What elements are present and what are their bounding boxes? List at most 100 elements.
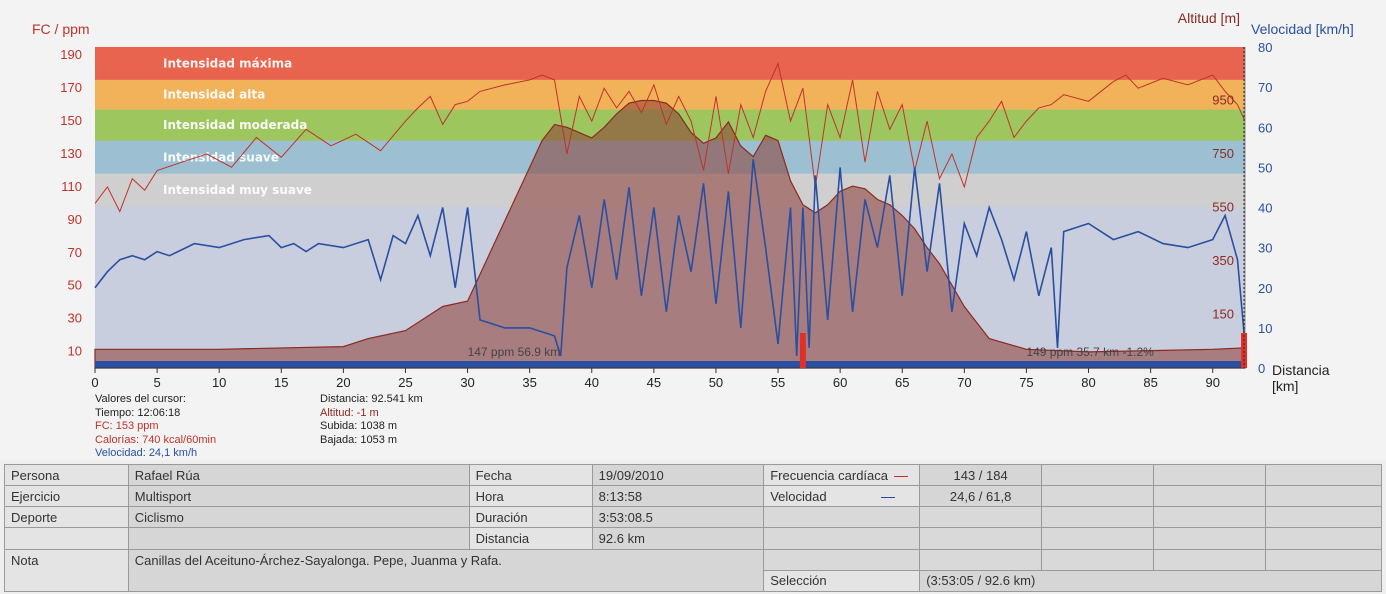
session-info-table: Persona Rafael Rúa Fecha 19/09/2010 Frec… — [4, 463, 1383, 593]
y-left-tick-label: 50 — [68, 278, 82, 293]
altitude-series — [94, 99, 1246, 369]
zone-label: Intensidad suave — [163, 150, 279, 164]
fc-label-text: Frecuencia cardíaca — [770, 467, 888, 483]
x-tick-label: 65 — [895, 375, 909, 390]
empty-cell — [1264, 485, 1383, 508]
empty-cell — [127, 527, 470, 550]
x-axis-unit: [km] — [1272, 378, 1298, 394]
heart-rate-chart[interactable]: Intensidad máxima Intensidad alta Intensid… — [0, 0, 1386, 460]
speed-line — [94, 159, 1246, 357]
ejercicio-value: Multisport — [127, 485, 470, 508]
zone-band — [95, 79, 1245, 110]
empty-cell — [1041, 463, 1154, 487]
y-right-tick-label: 10 — [1258, 321, 1272, 336]
cursor-ascent: Subida: 1038 m — [320, 420, 398, 432]
empty-cell — [1152, 463, 1266, 487]
cursor-altitude: Altitud: -1 m — [320, 406, 379, 419]
duracion-value: 3:53:08.5 — [591, 506, 765, 529]
y-left-tick-label: 30 — [68, 311, 82, 326]
empty-cell — [919, 548, 1043, 571]
cursor-hr: FC: 153 ppm — [95, 420, 159, 432]
altitude-area — [94, 99, 1246, 369]
marker-label: 149 ppm 35.7 km -1.2% — [1026, 345, 1154, 359]
y-right-tick-label: 60 — [1258, 120, 1272, 135]
empty-cell — [763, 506, 921, 529]
x-tick-label: 35 — [522, 375, 536, 390]
speed-legend-line — [880, 496, 895, 498]
cursor-speed: Velocidad: 24,1 km/h — [95, 447, 198, 459]
speed-series — [94, 159, 1246, 357]
vel-label-text: Velocidad — [770, 488, 827, 504]
y-left-tick-label: 110 — [61, 179, 82, 194]
x-axis-title: Distancia — [1272, 362, 1330, 378]
empty-cell — [1152, 506, 1266, 529]
fc-value: 143 / 184 — [919, 463, 1043, 487]
zone-label: Intensidad alta — [163, 88, 265, 102]
persona-label: Persona — [4, 463, 129, 487]
x-tick-label: 55 — [771, 375, 785, 390]
hr-legend-line — [894, 475, 908, 477]
x-tick-label: 20 — [336, 375, 350, 390]
deporte-label: Deporte — [4, 506, 129, 529]
hora-label: Hora — [468, 485, 593, 508]
empty-cell — [1041, 548, 1154, 571]
x-tick-label: 5 — [153, 375, 160, 390]
fecha-label: Fecha — [468, 463, 593, 487]
y-right-tick-label: 30 — [1258, 241, 1272, 256]
y-right-tick-label: 20 — [1258, 281, 1272, 296]
y-left-tick-label: 90 — [68, 212, 82, 227]
fecha-value: 19/09/2010 — [591, 463, 765, 487]
speed-axis-title: Velocidad [km/h] — [1251, 21, 1354, 37]
heart-rate-line — [94, 61, 1246, 213]
nota-value: Canillas del Aceituno-Árchez-Sayalonga. … — [127, 548, 765, 593]
empty-cell — [1041, 527, 1154, 550]
duracion-label: Duración — [468, 506, 593, 529]
x-tick-label: 0 — [91, 375, 98, 390]
zone-band — [95, 47, 1245, 80]
y-right-tick-label: 40 — [1258, 201, 1272, 216]
y-left-tick-label: 70 — [68, 245, 82, 260]
empty-cell — [4, 527, 129, 550]
hora-value: 8:13:58 — [591, 485, 765, 508]
seleccion-label: Selección — [763, 569, 921, 593]
x-tick-label: 75 — [1019, 375, 1033, 390]
empty-cell — [1264, 463, 1383, 487]
distancia-label: Distancia — [468, 527, 593, 550]
empty-cell — [763, 527, 921, 550]
cursor-distance: Distancia: 92.541 km — [320, 393, 423, 405]
x-tick-label: 90 — [1205, 375, 1219, 390]
chart-markers: 147 ppm 56.9 km 149 ppm 35.7 km -1.2% — [468, 47, 1247, 368]
vel-label: Velocidad — [763, 485, 921, 508]
cursor-distance-panel: Distancia: 92.541 km Altitud: -1 m Subid… — [320, 393, 423, 447]
empty-cell — [919, 527, 1043, 550]
persona-value: Rafael Rúa — [127, 463, 470, 487]
fc-label: Frecuencia cardíaca — [763, 463, 921, 487]
ejercicio-label: Ejercicio — [4, 485, 129, 508]
empty-cell — [1041, 485, 1154, 508]
y-altitude-tick-label: 150 — [1212, 307, 1234, 322]
empty-cell — [1264, 527, 1383, 550]
x-tick-label: 45 — [647, 375, 661, 390]
selection-marker-start — [799, 333, 806, 368]
marker-label: 147 ppm 56.9 km — [468, 345, 561, 359]
zone-label: Intensidad máxima — [163, 56, 292, 70]
y-left-tick-label: 190 — [60, 47, 82, 62]
x-tick-label: 50 — [709, 375, 723, 390]
x-tick-label: 70 — [957, 375, 971, 390]
y-altitude-tick-label: 750 — [1212, 146, 1234, 161]
empty-cell — [1152, 548, 1266, 571]
nota-label: Nota — [4, 548, 129, 593]
seleccion-value: (3:53:05 / 92.6 km) — [919, 569, 1382, 593]
cursor-time: Tiempo: 12:06:18 — [95, 406, 181, 419]
y-altitude-tick-label: 350 — [1212, 253, 1234, 268]
empty-cell — [1264, 548, 1383, 571]
x-tick-label: 85 — [1143, 375, 1157, 390]
x-tick-label: 10 — [212, 375, 226, 390]
cursor-descent: Bajada: 1053 m — [320, 433, 398, 446]
empty-cell — [1041, 506, 1154, 529]
y-left-tick-label: 170 — [60, 80, 82, 95]
hr-series — [94, 61, 1246, 213]
x-tick-label: 15 — [274, 375, 288, 390]
y-altitude-tick-label: 550 — [1212, 200, 1234, 215]
x-tick-label: 60 — [833, 375, 847, 390]
